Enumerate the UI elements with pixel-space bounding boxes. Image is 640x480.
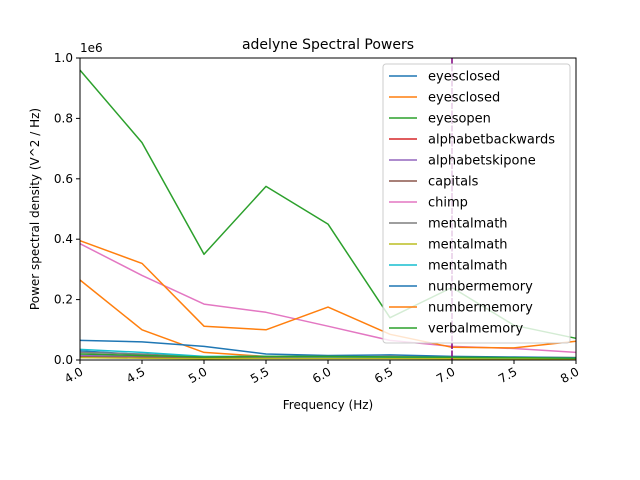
series-line-numbermemory-11	[79, 239, 577, 349]
legend-label: mentalmath	[428, 259, 508, 274]
legend-label: capitals	[428, 175, 479, 190]
legend-label: verbalmemory	[428, 322, 523, 337]
y-tick-label: 0.8	[54, 111, 73, 125]
x-axis-label: Frequency (Hz)	[283, 398, 374, 412]
y-tick-label: 0.4	[54, 232, 73, 246]
y-tick-label: 0.2	[54, 293, 73, 307]
legend-label: eyesclosed	[428, 70, 500, 85]
chart-title: adelyne Spectral Powers	[242, 37, 414, 53]
y-ticks: 0.0 0.2 0.4 0.6 0.8 1.0	[54, 51, 80, 367]
series-line-mentalmath-8	[79, 356, 577, 360]
legend-label: numbermemory	[428, 301, 533, 316]
legend-label: alphabetbackwards	[428, 133, 555, 148]
legend-label: eyesclosed	[428, 91, 500, 106]
legend-box	[382, 63, 571, 344]
legend-label: mentalmath	[428, 217, 508, 232]
series-line-verbalmemory-12	[79, 353, 577, 359]
legend: eyesclosed eyesclosed eyesopen alphabetback…	[382, 63, 571, 344]
legend-label: mentalmath	[428, 238, 508, 253]
y-tick-label: 0.6	[54, 172, 73, 186]
y-tick-label: 0.0	[54, 353, 73, 367]
legend-label: alphabetskipone	[428, 154, 536, 169]
y-axis-offset-label: 1e6	[80, 41, 103, 55]
y-axis-label: Power spectral density (V^2 / Hz)	[28, 108, 42, 310]
y-tick-label: 1.0	[54, 51, 73, 65]
legend-label: eyesopen	[428, 112, 491, 127]
legend-label: chimp	[428, 196, 468, 211]
series-layer	[79, 69, 577, 360]
legend-label: numbermemory	[428, 280, 533, 295]
